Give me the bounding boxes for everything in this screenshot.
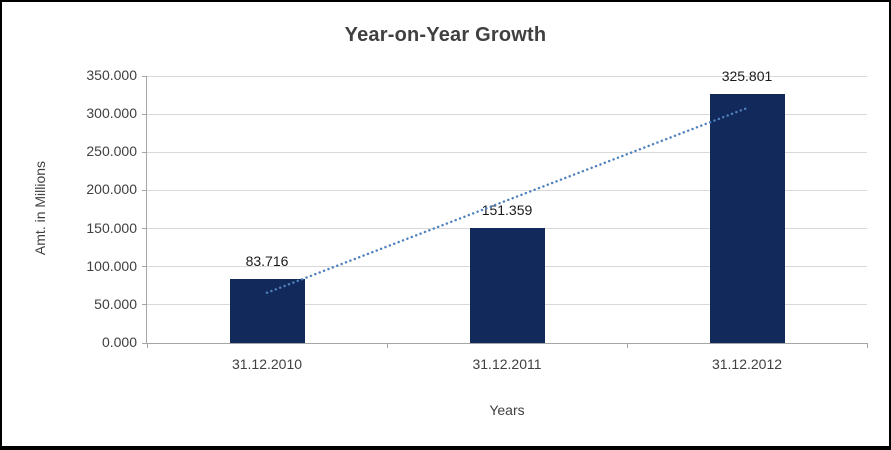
y-tick-label: 150.000	[86, 219, 137, 236]
bar-value-label: 151.359	[481, 201, 533, 218]
y-tick	[142, 113, 147, 115]
y-axis-line	[146, 76, 147, 344]
bar	[709, 94, 785, 343]
x-tick-label: 31.12.2012	[711, 356, 783, 372]
x-axis-title: Years	[489, 402, 525, 418]
y-tick-label: 300.000	[86, 105, 137, 122]
y-tick	[142, 266, 147, 268]
gridline	[147, 75, 867, 77]
y-tick	[142, 228, 147, 230]
x-tick-label: 31.12.2011	[472, 356, 542, 372]
x-tick	[866, 343, 868, 348]
y-tick	[142, 75, 147, 77]
x-tick-label: 31.12.2010	[231, 356, 303, 372]
bar	[469, 227, 545, 343]
x-tick	[386, 343, 388, 348]
y-tick-label: 200.000	[86, 181, 137, 198]
y-tick	[142, 342, 147, 344]
y-tick	[142, 151, 147, 153]
y-tick	[142, 304, 147, 306]
y-tick-label: 50.000	[94, 295, 137, 312]
bar-value-label: 325.801	[721, 68, 773, 85]
bar-value-label: 83.716	[245, 253, 289, 270]
chart-title: Year-on-Year Growth	[344, 24, 547, 46]
x-tick	[626, 343, 628, 348]
bar	[229, 279, 305, 343]
x-tick	[146, 343, 148, 348]
y-tick-label: 350.000	[86, 67, 137, 83]
y-tick-label: 100.000	[86, 257, 137, 274]
gridline	[147, 342, 867, 344]
y-tick-label: 0.000	[101, 334, 137, 350]
y-tick	[142, 189, 147, 191]
y-tick-label: 250.000	[86, 143, 137, 160]
